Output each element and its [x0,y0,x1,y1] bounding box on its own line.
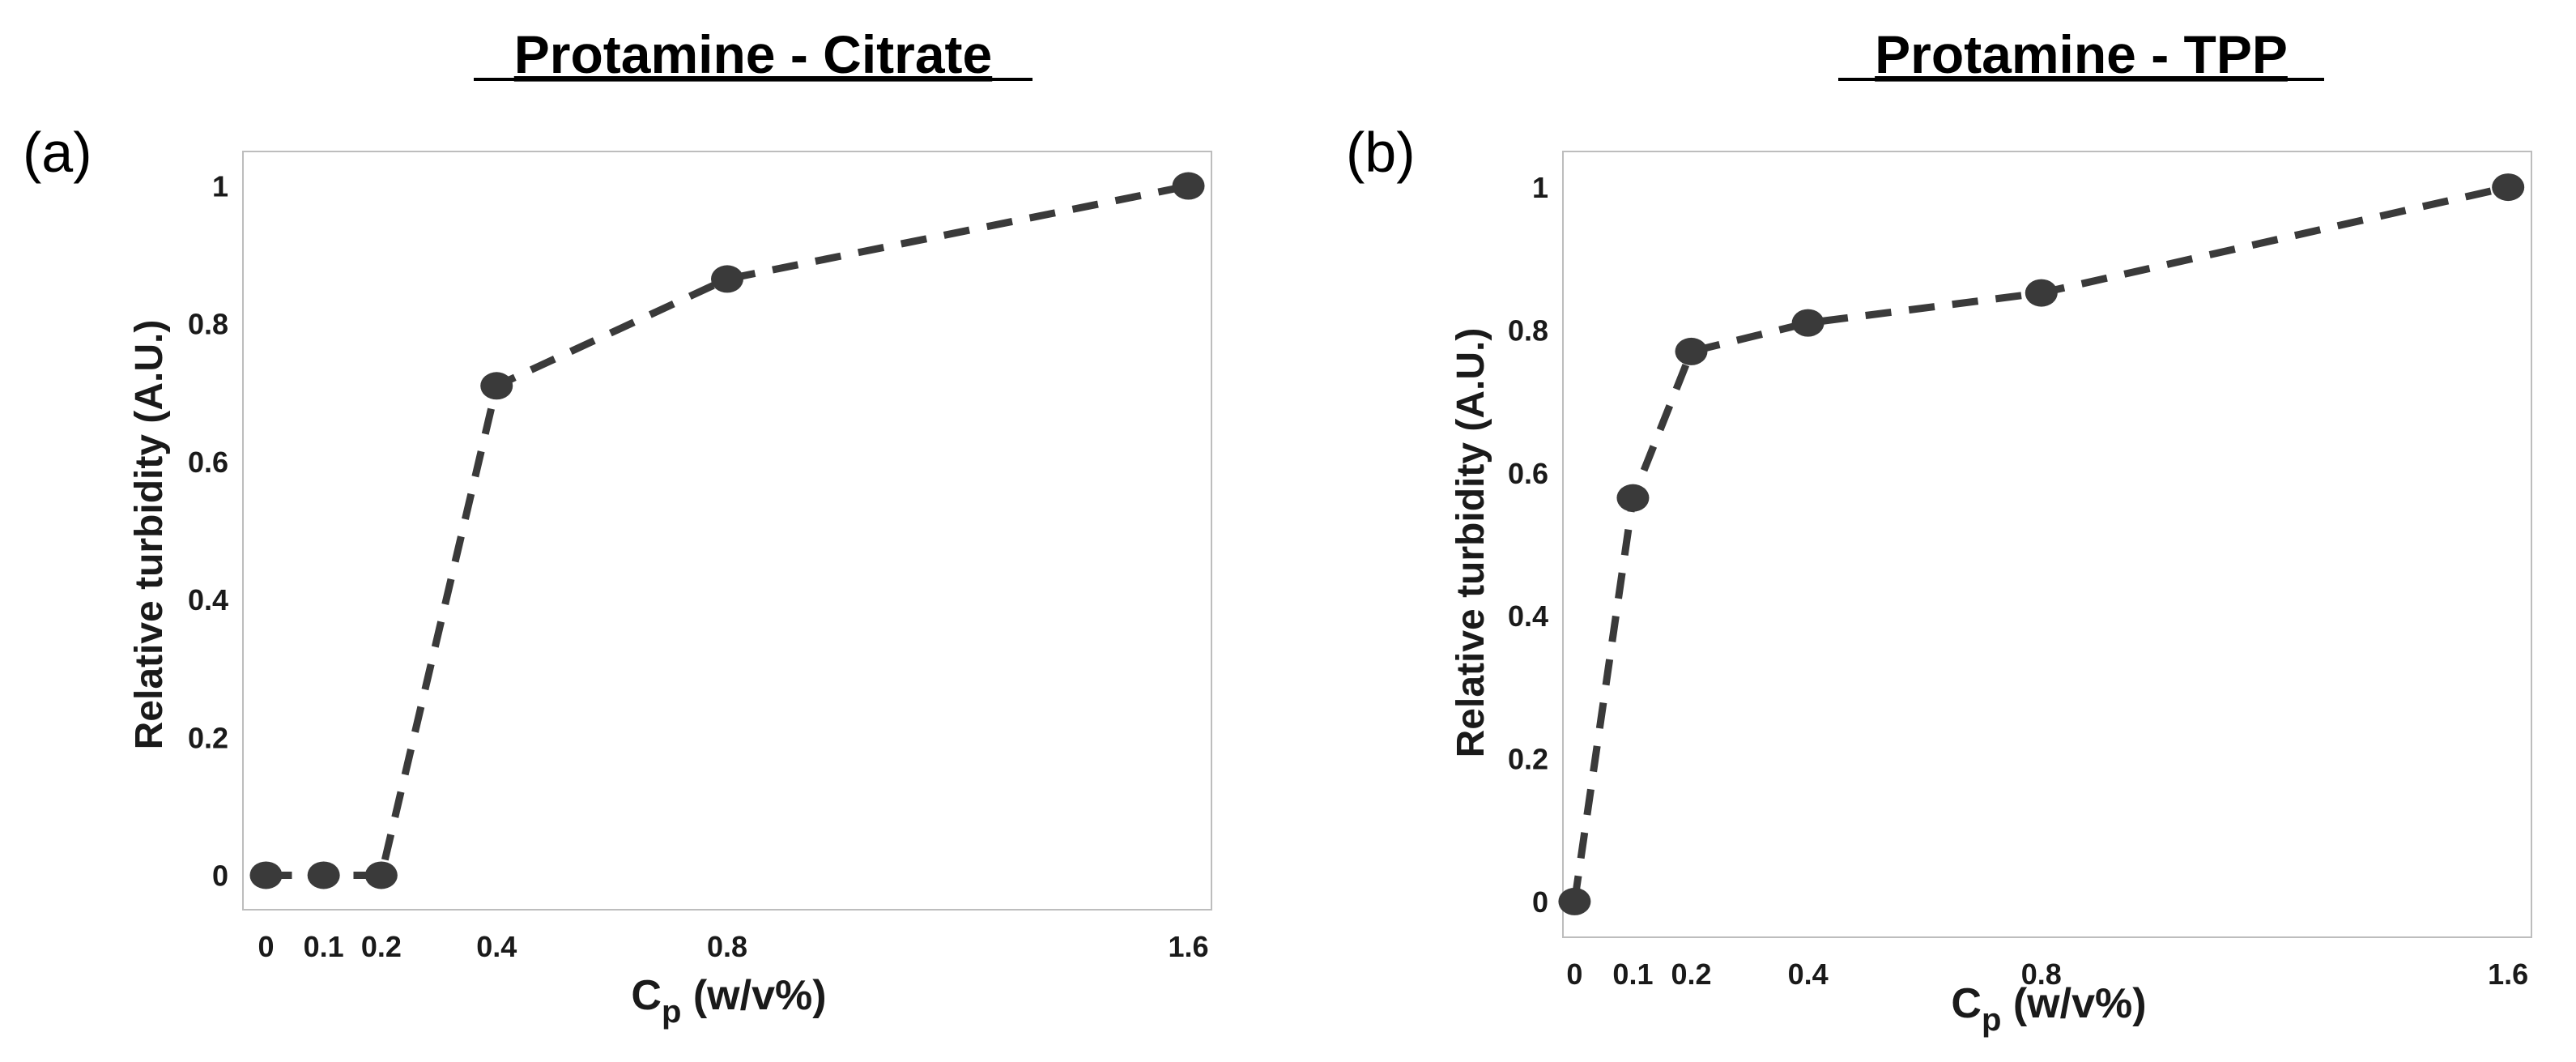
panel-a-x-axis-label-main: C [631,972,662,1019]
panel-a-y-tick-label: 0.4 [188,583,228,616]
panel-b-x-tick-label: 0.2 [1671,958,1711,991]
panel-a-x-tick-label: 1.6 [1169,930,1209,963]
panel-b-x-tick-label: 0 [1566,958,1582,991]
panel-b-x-tick-labels: 0 0.1 0.2 0.4 0.8 1.6 [1566,958,2528,991]
panel-a-title: Protamine - Citrate [514,24,992,84]
panel-b-x-axis-label-sub: p [1982,1002,2001,1038]
panel-b-y-axis-label: Relative turbidity (A.U.) [1450,328,1492,758]
panel-a-y-tick-label: 0.6 [188,446,228,479]
panel-b-plot-area [1562,151,2532,938]
panel-b-data-point [1675,337,1708,365]
panel-a-y-axis-label: Relative turbidity (A.U.) [128,320,171,750]
panel-b-y-tick-labels: 0 0.2 0.4 0.6 0.8 1 [1508,171,1548,919]
panel-b-x-tick-label: 0.8 [2021,958,2062,991]
panel-b-label: (b) [1346,121,1416,184]
panel-a-data-point [1172,172,1205,200]
panel-a: Protamine - Citrate (a) 0 0.2 0.4 0.6 0.8 1 0… [23,24,1212,1030]
panel-b-y-tick-label: 0.8 [1508,313,1548,347]
panel-a-y-tick-label: 0.8 [188,308,228,341]
panel-a-y-tick-label: 0 [212,859,228,892]
panel-a-data-points [249,172,1205,889]
panel-a-data-point [711,265,743,293]
panel-b-data-point [2492,173,2525,202]
panel-a-y-tick-label: 0.2 [188,721,228,754]
panel-a-x-tick-labels: 0 0.1 0.2 0.4 0.8 1.6 [258,930,1208,963]
panel-b-data-point [1791,309,1824,337]
panel-a-x-axis-label-units: (w/v%) [681,972,826,1019]
panel-a-data-point [307,861,340,889]
panel-b-x-tick-label: 0.4 [1788,958,1829,991]
panel-b-data-point [1616,484,1650,512]
panel-b-y-tick-label: 0.6 [1508,457,1548,490]
panel-b-title: Protamine - TPP [1875,24,2288,84]
panel-a-x-tick-label: 0 [258,930,274,963]
panel-a-x-tick-label: 0.1 [304,930,344,963]
panel-a-y-tick-label: 1 [212,170,228,203]
panel-a-x-tick-label: 0.2 [361,930,402,963]
panel-b-series-line [1570,183,2510,902]
panel-a-x-axis-label: Cp (w/v%) [631,972,826,1030]
panel-b-y-tick-label: 0 [1532,885,1548,919]
panel-a-x-tick-label: 0.4 [476,930,517,963]
panel-b-x-axis-label: Cp (w/v%) [1951,980,2146,1038]
panel-b: Protamine - TPP (b) 00.20.40.60.81 0 0.1 0… [1346,24,2532,1038]
panel-a-data-point [249,861,283,889]
panel-a-data-point [480,372,513,400]
panel-b-data-points [1558,173,2525,915]
panel-b-data-point [1558,887,1591,915]
panel-b-x-axis-label-units: (w/v%) [2001,980,2146,1027]
panel-a-data-point [364,861,398,889]
panel-a-y-tick-labels: 0 0.2 0.4 0.6 0.8 1 [188,170,228,893]
panel-b-x-tick-label: 0.1 [1612,958,1653,991]
panel-b-x-tick-label: 1.6 [2488,958,2528,991]
panel-b-y-tick-label: 0.4 [1508,599,1548,633]
panel-b-y-tick-label: 0.2 [1508,743,1548,776]
panel-b-x-axis-label-main: C [1951,980,1982,1027]
panel-b-y-tick-label: 1 [1532,171,1548,204]
panel-a-x-tick-label: 0.8 [707,930,747,963]
panel-a-plot-area [242,151,1212,911]
panel-b-data-point [2025,279,2058,307]
panel-a-label: (a) [23,121,92,184]
panel-a-x-axis-label-sub: p [662,994,681,1030]
